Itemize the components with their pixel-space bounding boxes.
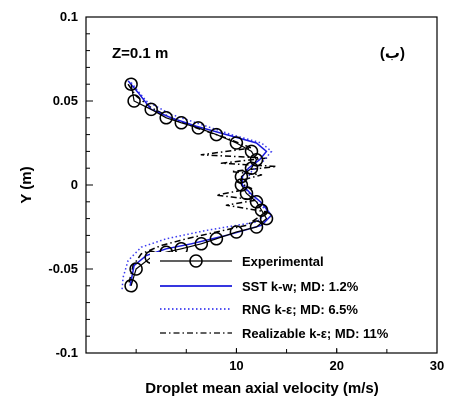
data-point-experimental [229, 136, 244, 150]
data-point-experimental [259, 211, 274, 226]
series-line-sst-k-w-md-1-2 [127, 80, 273, 286]
data-point-experimental [174, 116, 189, 130]
data-point-experimental [239, 186, 254, 201]
data-point-experimental [249, 220, 264, 234]
data-point-experimental [209, 127, 224, 142]
legend-label-rng: RNG k-ε; MD: 6.5% [242, 302, 358, 317]
data-point-experimental [194, 237, 209, 251]
y-axis-title: Y (m) [18, 166, 35, 203]
x-tick-label: 30 [430, 358, 444, 373]
series-line-experimental [130, 84, 268, 286]
legend-label-experimental: Experimental [242, 254, 324, 269]
panel-label: (ب) [380, 45, 405, 62]
legend-label-realizable: Realizable k-ε; MD: 11% [242, 326, 389, 341]
legend-label-sst: SST k-w; MD: 1.2% [242, 279, 359, 294]
data-point-experimental [144, 102, 158, 117]
data-point-experimental [159, 111, 173, 125]
y-tick-label: -0.05 [48, 261, 78, 276]
data-point-experimental [229, 225, 244, 239]
series-line-rng-k-md-6-5 [121, 82, 273, 290]
panel-annotation: Z=0.1 m [112, 45, 168, 62]
data-point-experimental [124, 279, 138, 293]
data-point-experimental [234, 169, 249, 184]
legend: Experimental SST k-w; MD: 1.2% RNG k-ε; … [150, 252, 435, 348]
y-tick-label: 0.05 [53, 93, 78, 108]
data-point-experimental [127, 94, 141, 108]
x-axis-title: Droplet mean axial velocity (m/s) [145, 380, 378, 397]
x-tick-label: 10 [229, 358, 243, 373]
y-tick-label: -0.1 [56, 345, 78, 360]
data-point-experimental [209, 232, 224, 246]
x-tick-label: 20 [329, 358, 343, 373]
legend-background [150, 252, 435, 348]
data-point-experimental [129, 262, 143, 276]
y-tick-label: 0.1 [60, 9, 78, 24]
data-point-experimental [244, 161, 259, 175]
data-point-experimental [191, 121, 206, 135]
ticks-layer: 10 20 30 0.1 0.05 0 -0.05 -0.1 [48, 9, 444, 373]
data-point-experimental [124, 77, 138, 91]
legend-marker-experimental [189, 254, 203, 268]
y-tick-label: 0 [71, 177, 78, 192]
